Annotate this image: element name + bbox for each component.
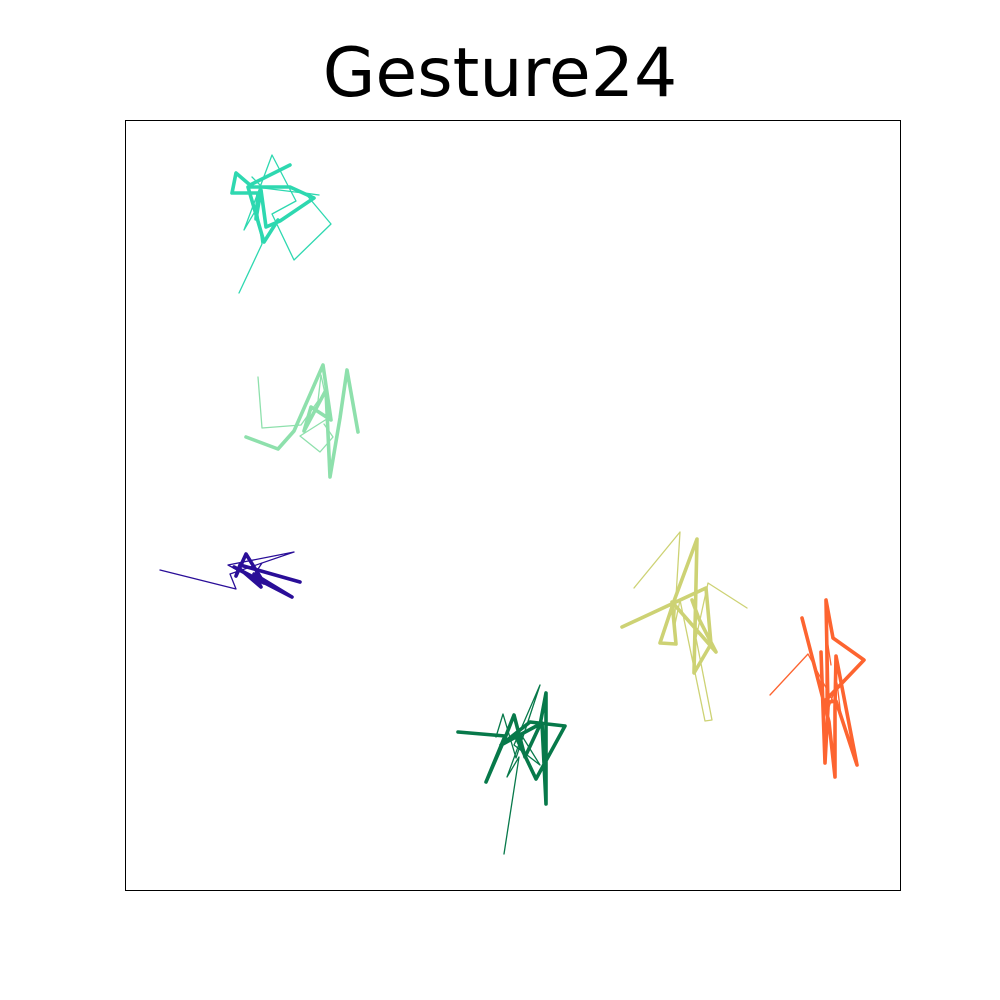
axes-frame <box>125 120 901 891</box>
series-5-path-thin <box>633 531 748 722</box>
series-3-path-thick <box>232 552 302 599</box>
chart-title: Gesture24 <box>322 34 678 113</box>
series-layer <box>159 154 866 855</box>
series-2-path-thick <box>244 363 360 479</box>
series-6 <box>769 598 866 779</box>
series-2 <box>244 363 360 479</box>
series-5 <box>620 531 748 722</box>
series-4-path-thick <box>456 691 567 806</box>
series-6-path-thick <box>800 598 866 779</box>
series-3 <box>159 551 302 599</box>
series-4 <box>456 684 567 855</box>
series-1-path-thick <box>230 163 316 244</box>
series-1 <box>230 154 332 294</box>
series-5-path-thick <box>620 537 718 675</box>
